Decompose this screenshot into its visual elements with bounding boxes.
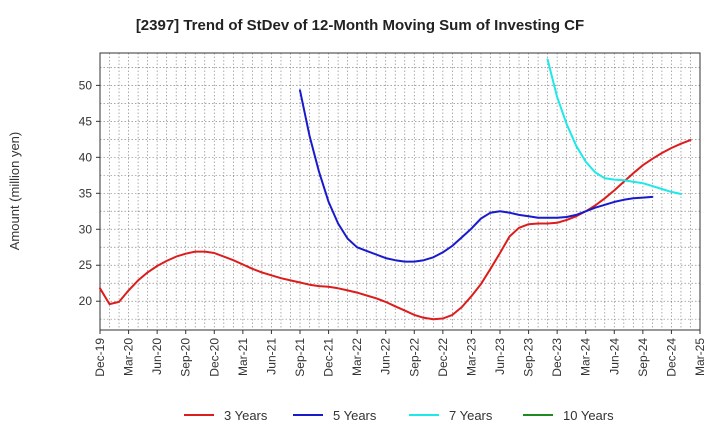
x-tick-label: Sep-22 <box>407 338 421 377</box>
legend-label-7-years: 7 Years <box>449 408 493 423</box>
legend: 3 Years 5 Years 7 Years 10 Years <box>184 408 614 423</box>
y-axis: 20 25 30 35 40 45 50 <box>79 78 100 308</box>
x-tick-label: Jun-21 <box>264 338 278 375</box>
series-line-5-years <box>299 89 654 263</box>
x-tick-label: Sep-20 <box>179 338 193 377</box>
x-tick-label: Mar-22 <box>350 338 364 376</box>
y-tick-label: 45 <box>79 114 93 128</box>
x-tick-label: Sep-21 <box>293 338 307 377</box>
series-lines <box>99 58 692 321</box>
x-tick-label: Jun-20 <box>150 338 164 375</box>
legend-label-3-years: 3 Years <box>224 408 268 423</box>
chart-title: [2397] Trend of StDev of 12-Month Moving… <box>136 17 584 34</box>
y-tick-label: 30 <box>79 222 93 236</box>
x-tick-label: Mar-21 <box>236 338 250 376</box>
plot-frame <box>99 52 701 331</box>
x-tick-label: Jun-23 <box>493 338 507 375</box>
x-tick-label: Dec-22 <box>436 338 450 377</box>
grid <box>100 53 700 330</box>
x-axis: Dec-19 Mar-20 Jun-20 Sep-20 Dec-20 Mar-21 Jun-… <box>93 330 707 377</box>
x-tick-label: Jun-24 <box>607 338 621 375</box>
x-tick-label: Dec-24 <box>664 338 678 377</box>
x-tick-label: Dec-19 <box>93 338 107 377</box>
x-tick-label: Jun-22 <box>379 338 393 375</box>
x-tick-label: Dec-20 <box>207 338 221 377</box>
y-tick-label: 25 <box>79 258 93 272</box>
series-line-7-years <box>546 58 682 195</box>
x-tick-label: Dec-21 <box>322 338 336 377</box>
y-tick-label: 20 <box>79 294 93 308</box>
x-tick-label: Mar-20 <box>122 338 136 376</box>
legend-label-10-years: 10 Years <box>563 408 614 423</box>
y-tick-label: 35 <box>79 186 93 200</box>
legend-label-5-years: 5 Years <box>333 408 377 423</box>
y-axis-label: Amount (million yen) <box>7 132 22 251</box>
x-tick-label: Mar-25 <box>693 338 707 376</box>
series-line-3-years <box>99 139 692 321</box>
x-tick-label: Mar-24 <box>579 338 593 376</box>
x-tick-label: Dec-23 <box>550 338 564 377</box>
y-tick-label: 40 <box>79 150 93 164</box>
x-tick-label: Sep-23 <box>522 338 536 377</box>
plot-area <box>100 53 700 330</box>
x-tick-label: Mar-23 <box>464 338 478 376</box>
y-tick-label: 50 <box>79 78 93 92</box>
x-tick-label: Sep-24 <box>636 338 650 377</box>
